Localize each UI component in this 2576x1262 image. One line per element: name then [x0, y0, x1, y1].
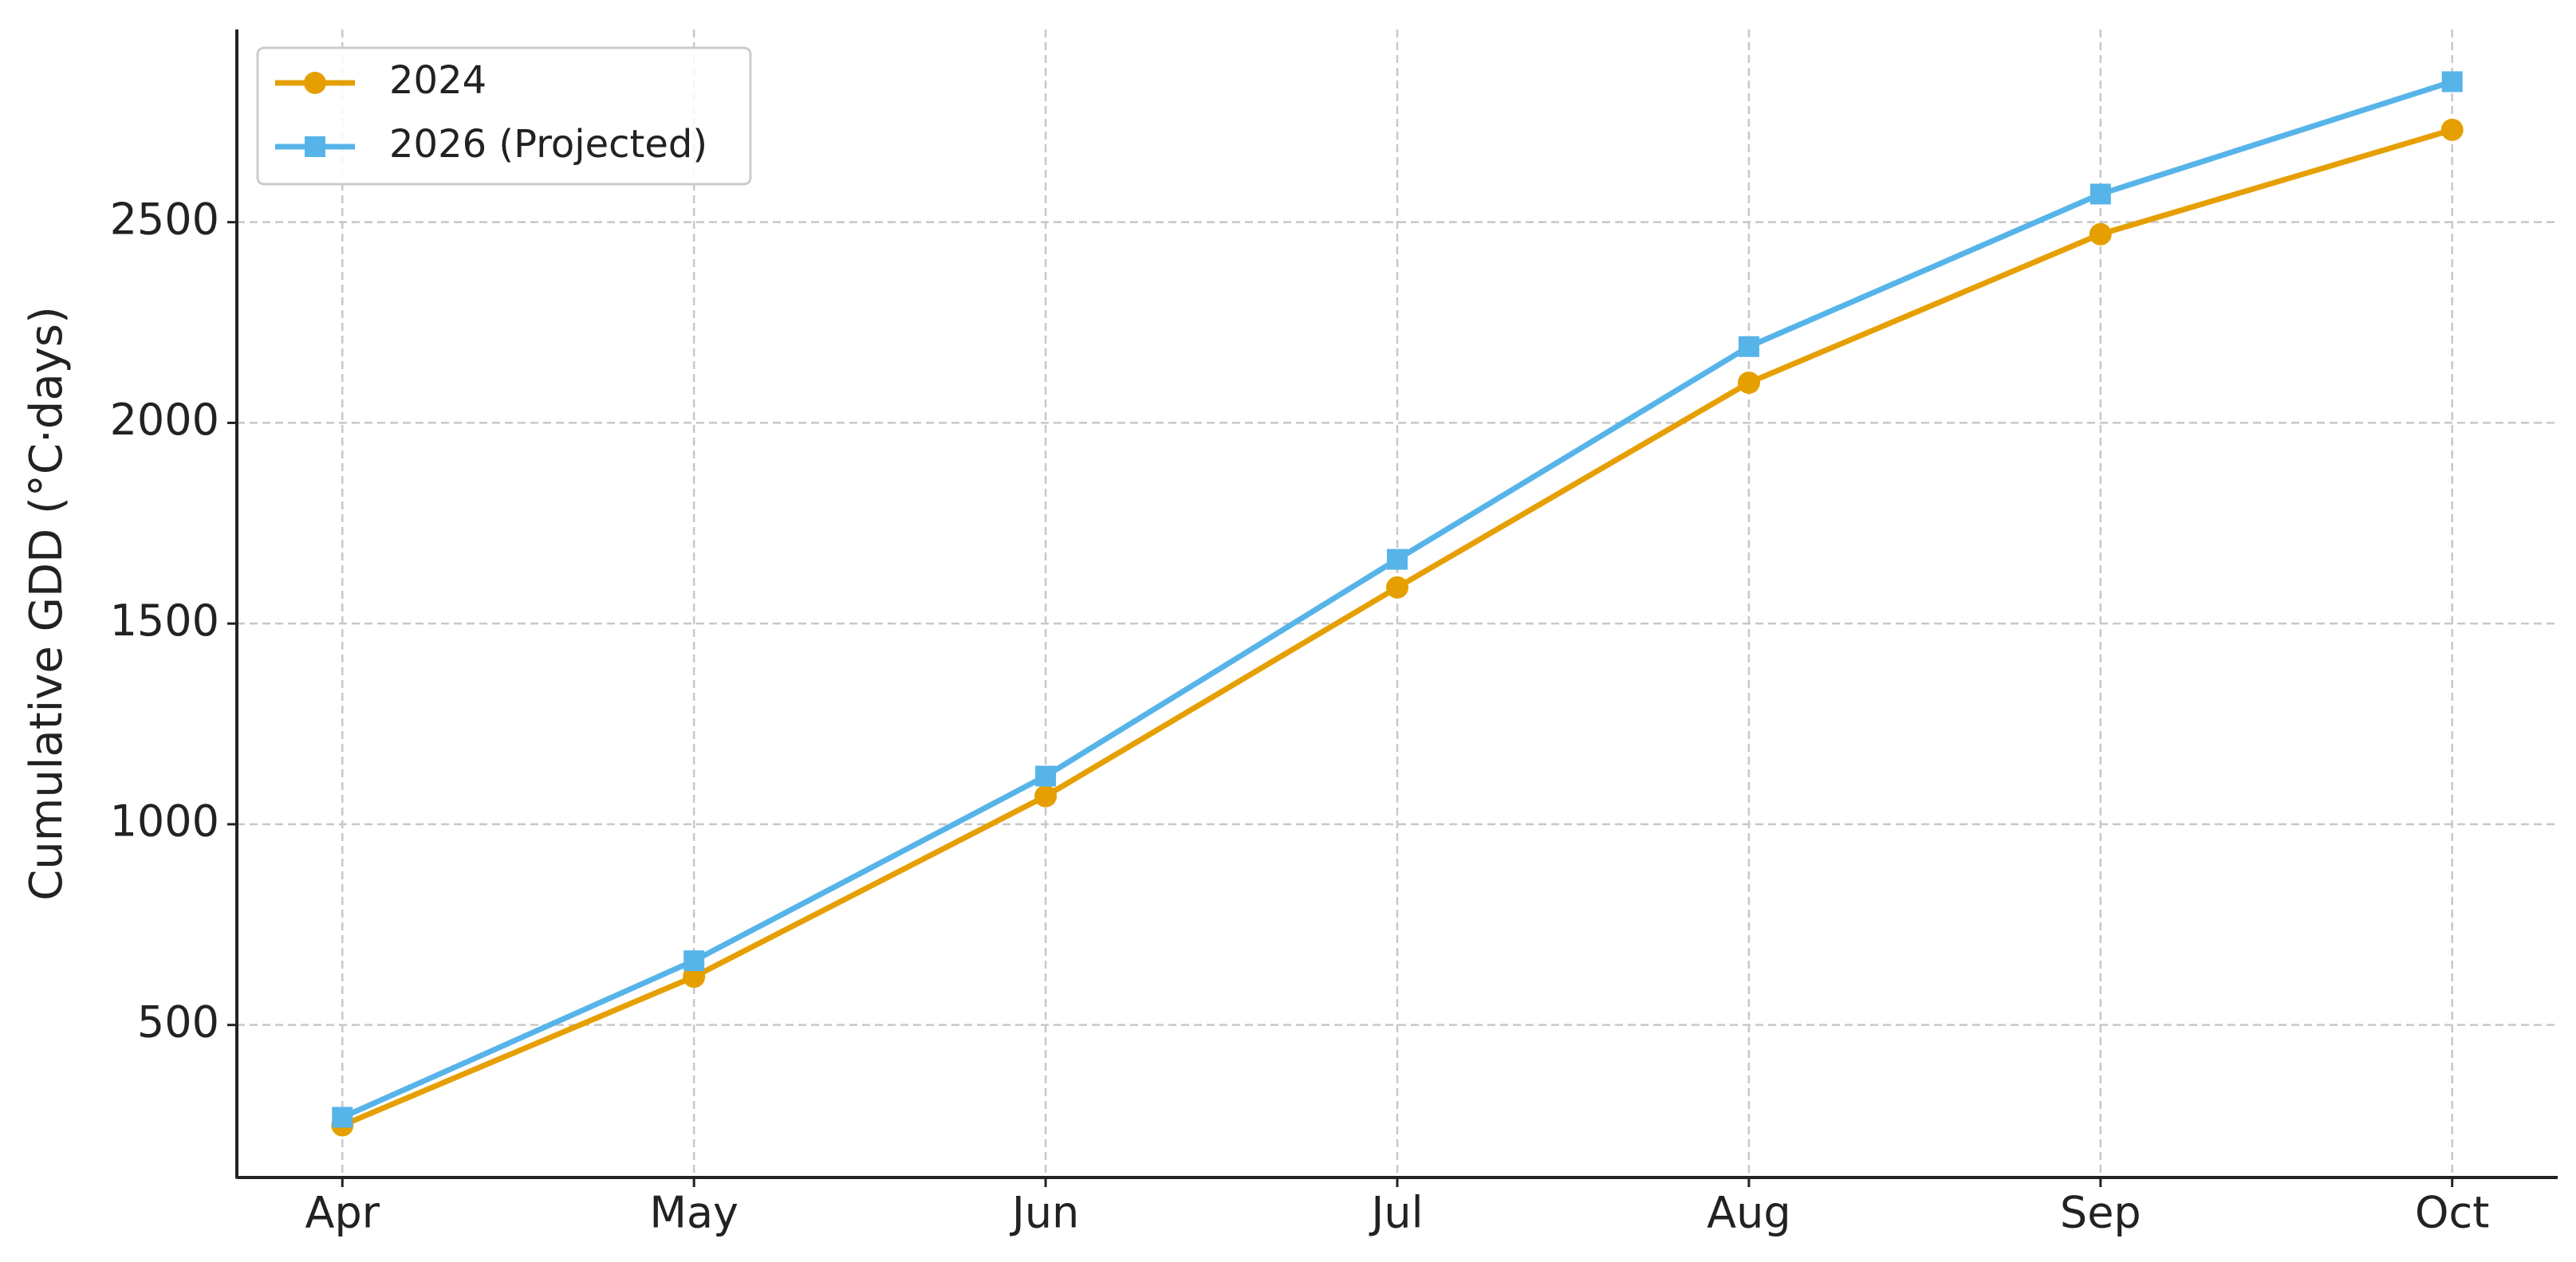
data-point	[1386, 576, 1408, 599]
y-tick-label: 500	[137, 997, 219, 1047]
y-axis-label: Cumulative GDD (°C·days)	[21, 306, 73, 901]
data-point	[1035, 765, 1057, 787]
data-point	[683, 950, 705, 972]
x-tick-label: Apr	[305, 1188, 380, 1238]
y-tick-label: 2000	[110, 395, 219, 445]
x-tick-label: Jun	[1010, 1188, 1079, 1238]
data-point	[1387, 548, 1408, 570]
legend-box	[256, 46, 752, 186]
y-tick-label: 1500	[110, 596, 219, 646]
data-point	[683, 965, 706, 989]
x-tick-label: Aug	[1707, 1188, 1790, 1238]
data-point	[2440, 118, 2464, 141]
data-point	[2089, 222, 2112, 246]
legend-marker	[304, 72, 326, 94]
x-tick-label: Jul	[1369, 1188, 1423, 1238]
data-point	[332, 1107, 353, 1128]
data-point	[1738, 336, 1759, 357]
y-tick-label: 2500	[110, 194, 219, 244]
y-tick-label: 1000	[110, 796, 219, 847]
legend-marker	[305, 136, 325, 157]
legend-label: 2026 (Projected)	[389, 122, 707, 167]
x-tick-label: May	[649, 1188, 739, 1238]
data-point	[1737, 372, 1760, 395]
data-point	[2090, 183, 2111, 205]
legend-label: 2024	[389, 58, 486, 103]
x-tick-label: Oct	[2415, 1188, 2489, 1238]
x-tick-label: Sep	[2060, 1188, 2141, 1238]
data-point	[2441, 71, 2463, 92]
data-point	[1034, 784, 1058, 808]
